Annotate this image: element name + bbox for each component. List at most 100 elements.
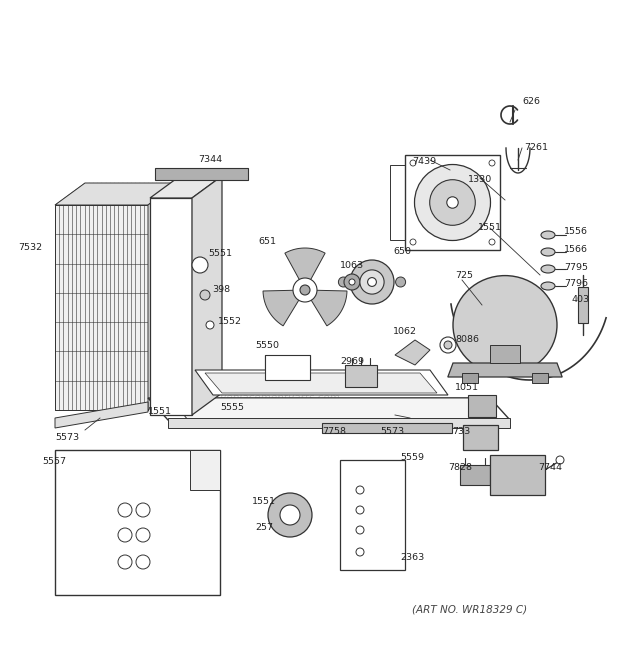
Polygon shape (405, 155, 500, 250)
Text: 398: 398 (212, 286, 230, 295)
Ellipse shape (541, 265, 555, 273)
Text: ReplacementParts.com: ReplacementParts.com (219, 393, 340, 403)
Bar (578, 287, 588, 323)
Circle shape (396, 277, 405, 287)
Circle shape (447, 197, 458, 208)
Circle shape (350, 260, 394, 304)
Text: 5573: 5573 (55, 434, 79, 442)
Polygon shape (395, 340, 430, 365)
Polygon shape (150, 176, 222, 198)
Circle shape (440, 337, 456, 353)
Polygon shape (205, 373, 437, 393)
Text: 8086: 8086 (455, 336, 479, 344)
Circle shape (368, 278, 376, 286)
Text: 403: 403 (572, 295, 590, 305)
Circle shape (489, 160, 495, 166)
Circle shape (356, 548, 364, 556)
Circle shape (415, 165, 490, 241)
Polygon shape (390, 165, 405, 240)
Text: 1551: 1551 (148, 407, 172, 416)
Circle shape (136, 555, 150, 569)
Text: 1556: 1556 (564, 227, 588, 237)
Bar (463, 425, 498, 450)
Polygon shape (55, 205, 148, 410)
Text: 725: 725 (455, 270, 473, 280)
Text: 733: 733 (452, 428, 470, 436)
Text: 651: 651 (258, 237, 276, 247)
Circle shape (118, 503, 132, 517)
Polygon shape (310, 290, 347, 326)
Bar (462, 373, 478, 383)
Circle shape (344, 274, 360, 290)
Polygon shape (192, 176, 222, 415)
Polygon shape (265, 355, 310, 380)
Text: 7796: 7796 (564, 280, 588, 288)
Circle shape (280, 505, 300, 525)
Polygon shape (55, 450, 220, 595)
Circle shape (349, 279, 355, 285)
Circle shape (410, 239, 416, 245)
Polygon shape (155, 168, 248, 180)
Circle shape (192, 257, 208, 273)
Text: 7828: 7828 (448, 463, 472, 473)
Polygon shape (55, 183, 178, 205)
Text: 7795: 7795 (564, 262, 588, 272)
Bar (490, 455, 545, 495)
Text: 1551: 1551 (478, 223, 502, 233)
Polygon shape (195, 370, 448, 395)
Circle shape (206, 321, 214, 329)
Circle shape (356, 486, 364, 494)
Polygon shape (448, 363, 562, 377)
Polygon shape (148, 183, 178, 410)
Text: 5557: 5557 (42, 457, 66, 467)
Circle shape (410, 160, 416, 166)
Ellipse shape (541, 248, 555, 256)
Text: 1566: 1566 (564, 245, 588, 254)
Text: 2363: 2363 (400, 553, 424, 563)
Circle shape (556, 456, 564, 464)
Circle shape (360, 270, 384, 294)
Circle shape (356, 506, 364, 514)
Text: 650: 650 (393, 247, 411, 256)
Bar (460, 465, 490, 485)
Circle shape (489, 239, 495, 245)
Circle shape (430, 180, 476, 225)
Text: 5555: 5555 (220, 403, 244, 412)
Text: 7261: 7261 (524, 143, 548, 153)
Text: 7439: 7439 (412, 157, 436, 167)
Text: 1551: 1551 (252, 498, 276, 506)
Circle shape (339, 277, 348, 287)
Text: 1063: 1063 (340, 260, 364, 270)
Text: 7744: 7744 (538, 463, 562, 473)
Text: 5551: 5551 (208, 249, 232, 258)
Text: (ART NO. WR18329 C): (ART NO. WR18329 C) (412, 605, 528, 615)
Polygon shape (148, 398, 510, 420)
Circle shape (118, 528, 132, 542)
Text: 7532: 7532 (18, 243, 42, 253)
Bar (468, 395, 496, 417)
Polygon shape (55, 402, 148, 428)
Circle shape (136, 503, 150, 517)
Text: 5559: 5559 (400, 453, 424, 463)
Text: 1552: 1552 (218, 317, 242, 327)
Polygon shape (170, 398, 498, 420)
Text: 626: 626 (522, 98, 540, 106)
Polygon shape (150, 198, 192, 415)
Polygon shape (190, 450, 220, 490)
Circle shape (444, 341, 452, 349)
Bar (532, 373, 548, 383)
Polygon shape (263, 290, 300, 326)
Text: 7344: 7344 (198, 155, 222, 165)
Text: 5550: 5550 (255, 340, 279, 350)
Circle shape (300, 285, 310, 295)
Text: 1062: 1062 (393, 327, 417, 336)
Polygon shape (285, 248, 325, 281)
Circle shape (200, 290, 210, 300)
Polygon shape (340, 460, 405, 570)
Text: 7758: 7758 (322, 428, 346, 436)
Text: 1051: 1051 (455, 383, 479, 393)
Ellipse shape (541, 231, 555, 239)
Text: 5573: 5573 (380, 428, 404, 436)
Circle shape (268, 493, 312, 537)
Ellipse shape (541, 282, 555, 290)
